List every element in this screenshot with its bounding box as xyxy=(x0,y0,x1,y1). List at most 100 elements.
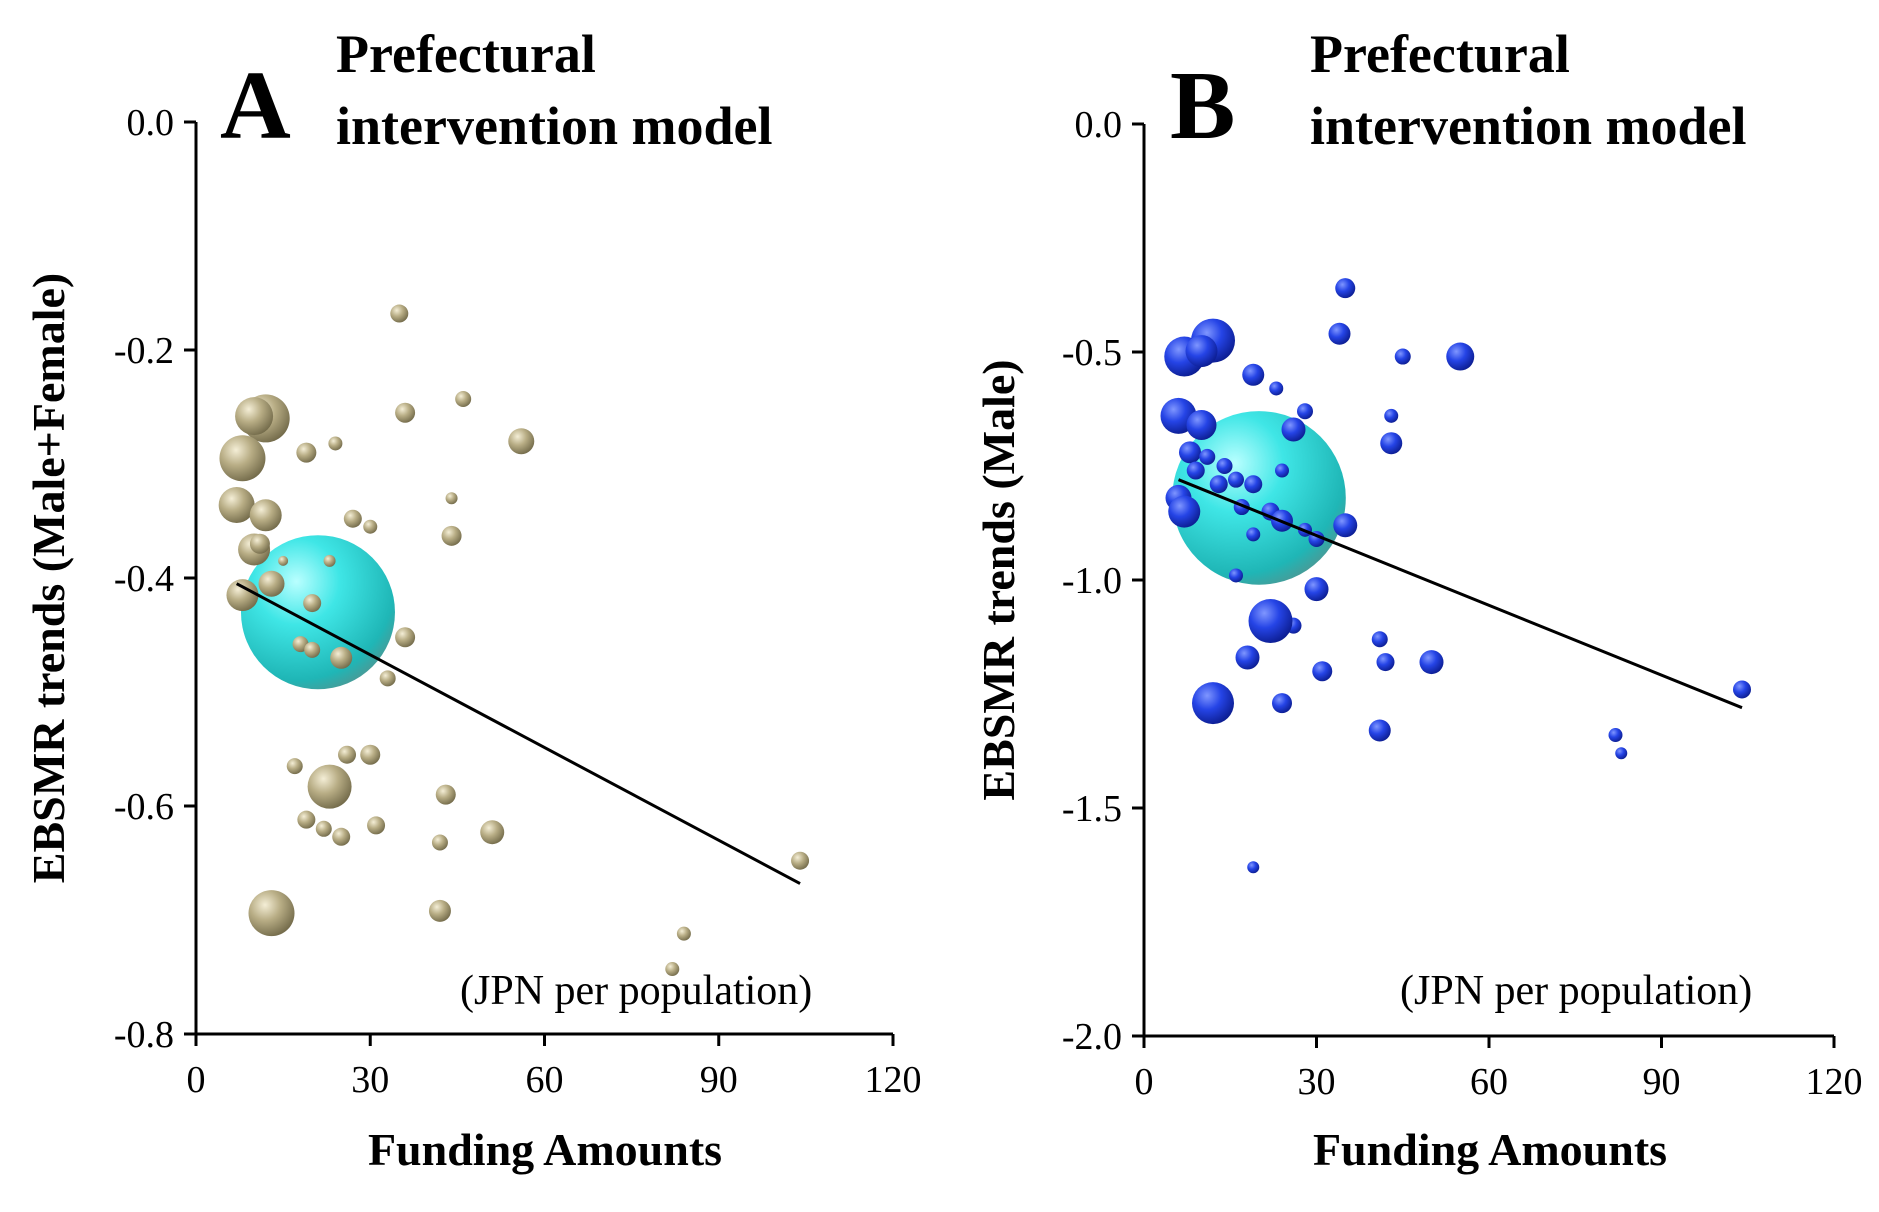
panel-a-x-label: Funding Amounts xyxy=(368,1124,722,1175)
panel-b-unit-note: (JPN per population) xyxy=(1400,968,1752,1014)
panel-a-data-point xyxy=(328,436,343,451)
panel-a-data-point xyxy=(676,926,691,941)
panel-a-data-point xyxy=(315,820,332,837)
panel-a-y-tick-label: 0.0 xyxy=(127,102,175,144)
panel-a-x-tick-label: 30 xyxy=(351,1059,389,1101)
panel-b-ticks: 0 30 60 90 120 -2.0 -1.5 -1.0 -0.5 0.0 xyxy=(1062,104,1863,1103)
panel-b-data-point xyxy=(1235,645,1260,670)
panel-b-data-point xyxy=(1168,495,1201,528)
panel-a-data-point xyxy=(330,646,353,669)
panel-a-data-point xyxy=(360,744,381,765)
panel-a-y-tick-label: -0.6 xyxy=(114,786,174,828)
panel-a-data-point xyxy=(218,487,255,524)
panel-b-data-point xyxy=(1199,448,1216,465)
panel-b-data-point xyxy=(1272,693,1292,714)
panel-b-data-point xyxy=(1246,527,1261,542)
panel-a-y-label: EBSMR trends (Male+Female) xyxy=(23,273,74,883)
panel-b-points xyxy=(1160,278,1751,874)
panel-a-data-point xyxy=(395,627,416,648)
panel-b-data-point xyxy=(1192,682,1234,725)
panel-a-data-point xyxy=(480,820,505,845)
panel-b: B Prefectural intervention model 0 30 60 90… xyxy=(973,24,1863,1175)
panel-b-data-point xyxy=(1333,513,1358,538)
panel-b-data-point xyxy=(1328,322,1351,345)
panel-a-data-point xyxy=(219,435,266,482)
panel-b-data-point xyxy=(1248,599,1293,644)
panel-b-data-point xyxy=(1335,278,1356,299)
panel-a-data-point xyxy=(278,555,289,566)
panel-b-data-point xyxy=(1228,471,1244,488)
panel-b-data-point xyxy=(1281,417,1306,442)
panel-b-y-tick-label: 0.0 xyxy=(1075,104,1123,146)
panel-b-title: Prefectural intervention model xyxy=(1310,24,1746,156)
panel-a-data-point xyxy=(441,525,462,546)
panel-a-data-point xyxy=(435,784,456,805)
panel-b-data-point xyxy=(1216,458,1233,474)
panel-b-x-tick-label: 90 xyxy=(1643,1061,1681,1103)
panel-a-data-point xyxy=(286,758,303,775)
panel-b-data-point xyxy=(1179,441,1201,464)
panel-a-data-point xyxy=(249,499,282,532)
panel-a-data-point xyxy=(296,442,317,463)
panel-b-x-label: Funding Amounts xyxy=(1313,1124,1667,1175)
panel-a-data-point xyxy=(297,810,316,829)
panel-a-data-point xyxy=(338,745,357,764)
panel-b-data-point xyxy=(1275,463,1289,478)
panel-a-data-point xyxy=(428,899,451,922)
panel-b-data-point xyxy=(1380,432,1403,455)
panel-b-data-point xyxy=(1269,381,1284,396)
panel-a-y-tick-label: -0.2 xyxy=(114,330,174,372)
panel-a-data-point xyxy=(343,509,362,528)
panel-b-data-point xyxy=(1297,403,1313,420)
panel-b-x-tick-label: 60 xyxy=(1470,1061,1508,1103)
panel-b-data-point xyxy=(1733,680,1751,699)
panel-b-y-tick-label: -1.0 xyxy=(1062,560,1122,602)
panel-a-data-point xyxy=(323,554,336,567)
panel-b-data-point xyxy=(1186,461,1205,480)
panel-b-data-point xyxy=(1615,747,1628,760)
panel-a-data-point xyxy=(791,851,810,870)
panel-a-data-point xyxy=(455,391,472,408)
panel-a-data-point xyxy=(379,670,396,687)
panel-a-x-tick-label: 120 xyxy=(865,1059,922,1101)
panel-a: A Prefectural intervention model 0 30 60 90… xyxy=(23,24,922,1175)
panel-a-data-point xyxy=(665,962,680,977)
panel-a-x-tick-label: 60 xyxy=(526,1059,564,1101)
panel-b-data-point xyxy=(1209,475,1228,494)
panel-b-y-tick-label: -1.5 xyxy=(1062,788,1122,830)
panel-b-data-point xyxy=(1368,719,1391,742)
panel-b-data-point xyxy=(1247,861,1260,874)
panel-b-title-line-1: Prefectural xyxy=(1310,24,1570,84)
panel-a-data-point xyxy=(226,579,259,612)
panel-b-data-point xyxy=(1185,335,1218,368)
panel-a-data-point xyxy=(367,816,386,835)
panel-b-data-point xyxy=(1384,408,1399,423)
panel-a-data-point xyxy=(248,890,295,937)
panel-a-ticks: 0 30 60 90 120 -0.8 -0.6 -0.4 -0.2 0.0 xyxy=(114,102,922,1101)
panel-a-title-line-2: intervention model xyxy=(336,96,772,156)
panel-a-data-point xyxy=(307,764,352,809)
panel-a-data-point xyxy=(395,402,416,423)
panel-b-data-point xyxy=(1376,653,1395,672)
panel-b-y-tick-label: -0.5 xyxy=(1062,332,1122,374)
panel-a-regression-line xyxy=(235,582,801,885)
panel-a-data-point xyxy=(390,304,409,323)
panel-b-y-tick-label: -2.0 xyxy=(1062,1016,1122,1058)
panel-b-data-point xyxy=(1304,577,1329,602)
panel-a-letter: A xyxy=(220,52,291,160)
panel-a-data-point xyxy=(235,397,274,436)
panel-a-data-point xyxy=(303,594,322,613)
panel-a-data-point xyxy=(332,827,351,846)
panel-a-data-point xyxy=(431,834,448,851)
panel-b-title-line-2: intervention model xyxy=(1310,96,1746,156)
panel-a-data-point xyxy=(508,428,535,455)
panel-a-x-tick-label: 0 xyxy=(187,1059,206,1101)
panel-b-highlight-bubble xyxy=(1172,411,1346,585)
panel-b-data-point xyxy=(1242,363,1265,386)
panel-b-data-point xyxy=(1229,568,1243,583)
panel-a-x-tick-label: 90 xyxy=(700,1059,738,1101)
panel-b-data-point xyxy=(1371,631,1388,648)
panel-b-data-point xyxy=(1608,728,1623,743)
